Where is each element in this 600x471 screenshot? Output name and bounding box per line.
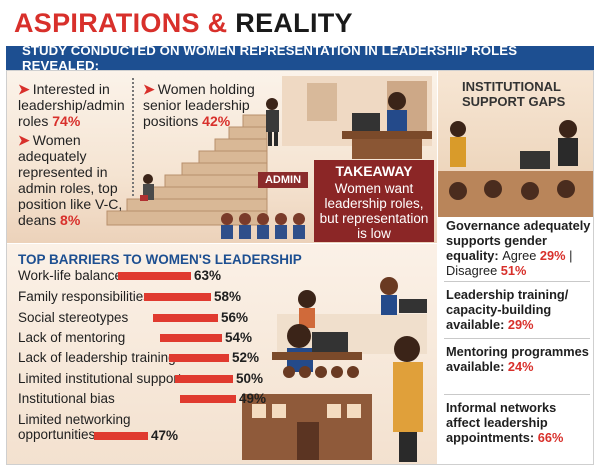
divider xyxy=(444,281,590,282)
admin-sign: ADMIN xyxy=(258,172,308,188)
office-scene-icon xyxy=(242,277,427,462)
training-item: Leadership training/ capacity-building a… xyxy=(446,287,592,332)
bar-label: Limited networking opportunities xyxy=(18,412,131,442)
bar xyxy=(118,272,191,280)
networks-item: Informal networks affect leadership appo… xyxy=(446,400,592,445)
bar-label: Work-life balance xyxy=(18,268,123,283)
takeaway-box: TAKEAWAY Women want leadership roles, bu… xyxy=(314,160,434,242)
bar-value-label: 58% xyxy=(214,289,242,304)
disagree-value: 51% xyxy=(500,263,527,278)
disagree-label: Disagree xyxy=(446,263,498,278)
title-ampersand: & xyxy=(207,8,228,38)
stat-senior-value: 42% xyxy=(202,113,231,129)
takeaway-body: Women want leadership roles, but represe… xyxy=(319,181,429,241)
title-reality: REALITY xyxy=(235,8,353,38)
stat-interested: ➤ Interested in leadership/admin roles 74… xyxy=(18,81,130,129)
bar-label: Lack of mentoring xyxy=(18,330,126,345)
takeaway-heading: TAKEAWAY xyxy=(335,163,413,179)
institutional-heading: INSTITUTIONAL SUPPORT GAPS xyxy=(462,79,566,109)
training-value: 29% xyxy=(507,317,534,332)
networks-value: 66% xyxy=(537,430,564,445)
bar xyxy=(153,314,218,322)
arrow-icon: ➤ xyxy=(18,81,30,97)
bar xyxy=(179,395,236,403)
classroom-scene-icon xyxy=(438,120,593,217)
chart-title: TOP BARRIERS TO WOMEN'S LEADERSHIP xyxy=(18,252,302,267)
divider xyxy=(444,394,590,395)
bar xyxy=(93,432,148,440)
bar-value-label: 54% xyxy=(225,330,253,345)
networks-text: Informal networks affect leadership appo… xyxy=(446,400,557,445)
training-text: Leadership training/ capacity-building a… xyxy=(446,287,569,332)
bar xyxy=(144,293,211,301)
stat-adequately: ➤ Women adequately represented in admin r… xyxy=(18,132,130,228)
arrow-icon: ➤ xyxy=(143,81,155,97)
mentoring-item: Mentoring programmes available: 24% xyxy=(446,344,592,374)
stat-interested-text: Interested in leadership/admin roles xyxy=(18,81,125,129)
agree-separator: | xyxy=(569,248,573,263)
bar xyxy=(159,334,222,342)
bar-label: Institutional bias xyxy=(18,391,115,406)
subtitle-banner: STUDY CONDUCTED ON WOMEN REPRESENTATION … xyxy=(6,43,594,73)
bar-value-label: 52% xyxy=(232,350,260,365)
stat-adequately-text: Women adequately represented in admin ro… xyxy=(18,132,123,228)
bar-value-label: 49% xyxy=(239,391,267,406)
governance-item: Governance adequately supports gender eq… xyxy=(446,218,592,278)
bar-label: Family responsibilities xyxy=(18,289,151,304)
content-frame xyxy=(6,70,594,465)
bar-label: Social stereotypes xyxy=(18,310,129,325)
agree-value: 29% xyxy=(539,248,566,263)
stat-adequately-value: 8% xyxy=(60,212,81,228)
divider xyxy=(444,338,590,339)
stat-interested-value: 74% xyxy=(52,113,81,129)
bar-value-label: 47% xyxy=(151,428,179,443)
bar xyxy=(169,354,229,362)
title-aspirations: ASPIRATIONS xyxy=(14,8,200,38)
bar-label: Limited institutional support xyxy=(18,371,182,386)
agree-label: Agree xyxy=(502,248,537,263)
governance-text: Governance adequately supports gender eq… xyxy=(446,218,591,263)
stat-senior-text: Women holding senior leadership position… xyxy=(143,81,255,129)
page-title: ASPIRATIONS & REALITY xyxy=(14,8,353,39)
bar-value-label: 63% xyxy=(194,268,222,283)
bar-value-label: 50% xyxy=(236,371,264,386)
bar-value-label: 56% xyxy=(221,310,249,325)
stats-divider xyxy=(132,78,134,196)
arrow-icon: ➤ xyxy=(18,132,30,148)
staircase-scene-icon xyxy=(106,76,432,239)
mentoring-value: 24% xyxy=(507,359,534,374)
stat-senior: ➤ Women holding senior leadership positio… xyxy=(143,81,255,129)
bar xyxy=(175,375,233,383)
bar-label: Lack of leadership training xyxy=(18,350,176,365)
mentoring-text: Mentoring programmes available: xyxy=(446,344,589,374)
